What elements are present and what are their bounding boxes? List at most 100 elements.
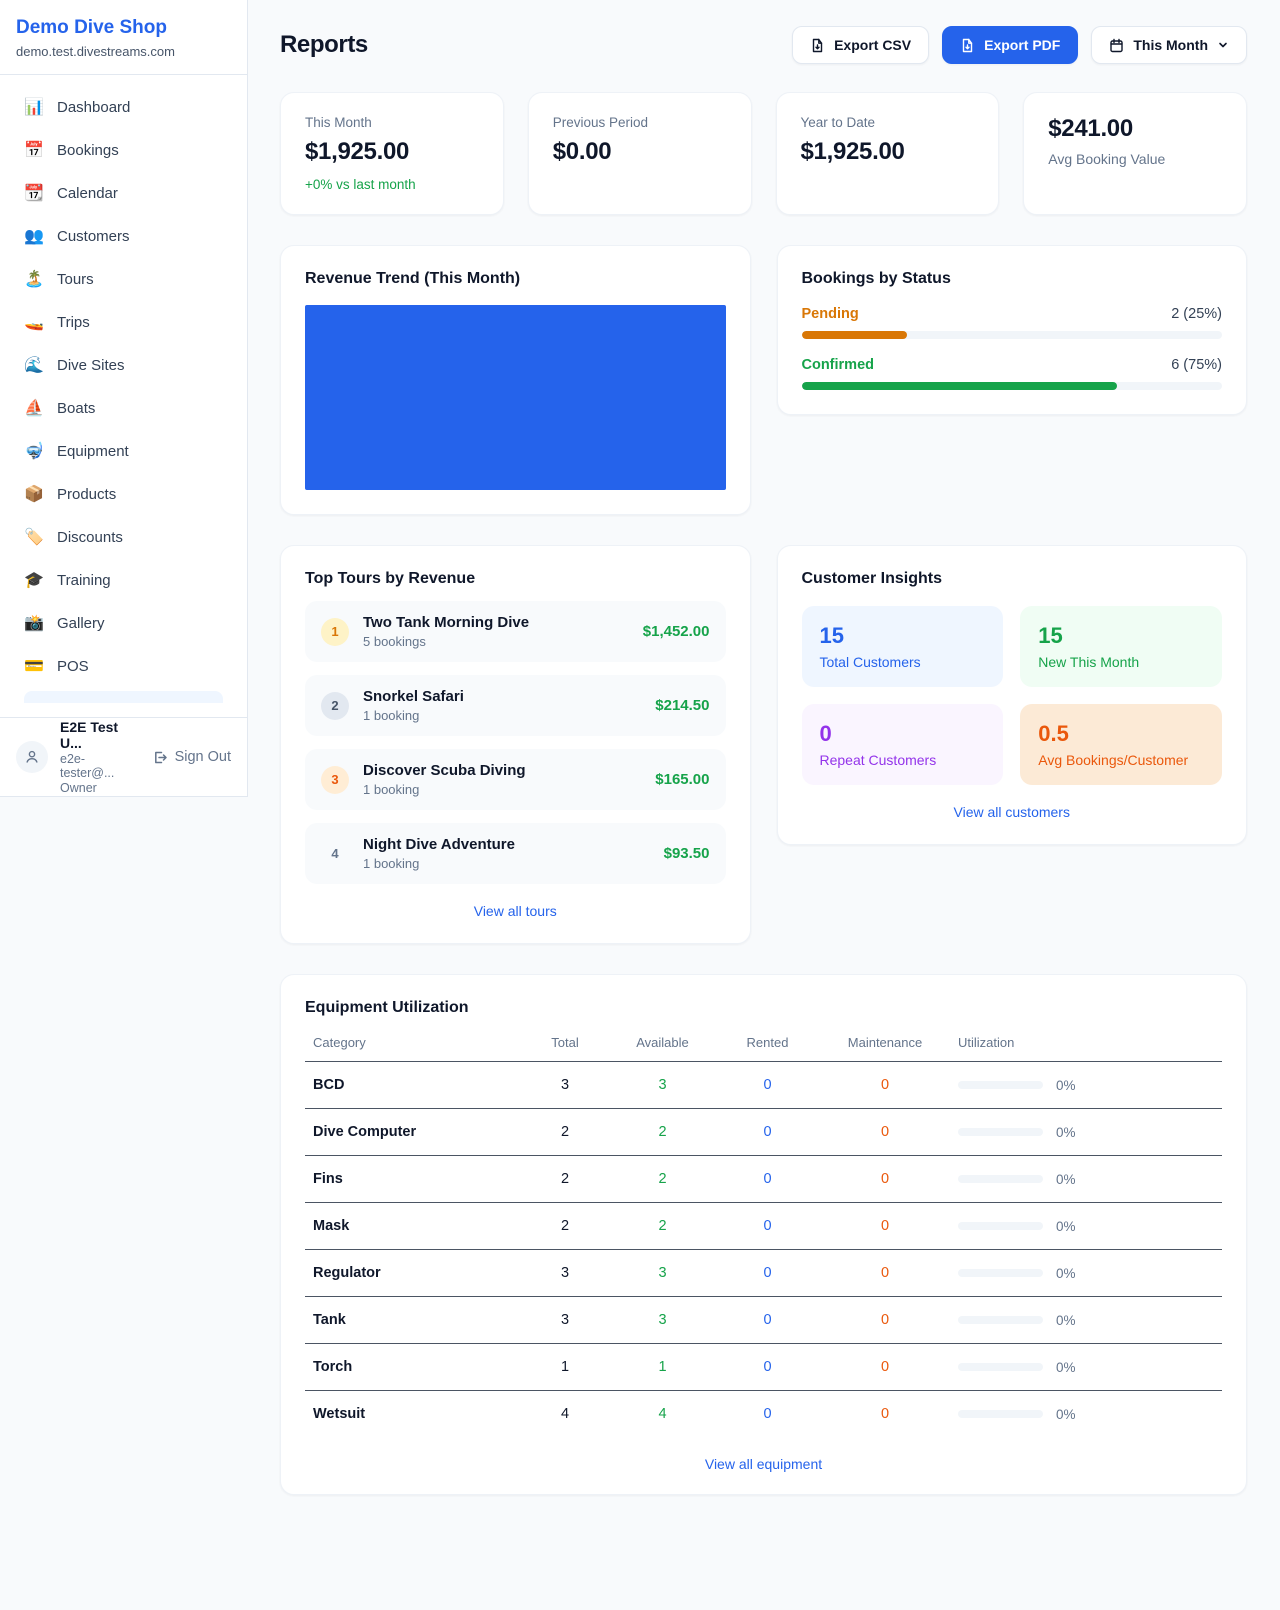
bookings-by-status-title: Bookings by Status — [801, 270, 951, 287]
gallery-icon: 📸 — [24, 615, 44, 632]
top-tours-title: Top Tours by Revenue — [305, 570, 476, 587]
sign-out-button[interactable]: Sign Out — [151, 749, 231, 766]
shop-title: Demo Dive Shop — [16, 17, 167, 38]
export-pdf-button[interactable]: Export PDF — [942, 26, 1079, 64]
cell-category: Regulator — [305, 1249, 520, 1297]
tour-bookings: 1 booking — [363, 856, 420, 871]
status-bar-fill — [801, 382, 1117, 390]
cell-rented: 0 — [715, 1108, 820, 1156]
tour-bookings: 5 bookings — [363, 634, 426, 649]
cell-available: 2 — [610, 1155, 715, 1203]
table-row: Tank 3 3 0 0 0% — [305, 1296, 1222, 1344]
sidebar-item-dive-sites[interactable]: 🌊 Dive Sites — [12, 347, 235, 383]
charts-row: Revenue Trend (This Month) Bookings by S… — [280, 245, 1247, 515]
view-all-equipment-link[interactable]: View all equipment — [704, 1456, 823, 1472]
utilization-percent: 0% — [1056, 1312, 1076, 1328]
sidebar-item-calendar[interactable]: 📆 Calendar — [12, 175, 235, 211]
sidebar-item-discounts[interactable]: 🏷️ Discounts — [12, 519, 235, 555]
stat-label: Avg Booking Value — [1048, 151, 1166, 167]
sidebar-item-trips[interactable]: 🚤 Trips — [12, 304, 235, 340]
insight-value: 0 — [819, 721, 832, 746]
tours-icon: 🏝️ — [24, 271, 44, 288]
sidebar-item-dashboard[interactable]: 📊 Dashboard — [12, 89, 235, 125]
cell-utilization: 0% — [950, 1343, 1222, 1391]
insight-label: New This Month — [1038, 654, 1140, 670]
dive-sites-icon: 🌊 — [24, 357, 44, 374]
sidebar-item-label: Trips — [57, 313, 90, 331]
page-title: Reports — [280, 31, 368, 58]
utilization-bar-track — [958, 1081, 1043, 1089]
sidebar-nav: 📊 Dashboard 📅 Bookings 📆 Calendar 👥 Customer… — [0, 75, 247, 703]
status-count: 6 (75%) — [1171, 357, 1222, 373]
cell-available: 3 — [610, 1296, 715, 1344]
export-csv-label: Export CSV — [834, 37, 912, 53]
sidebar-item-boats[interactable]: ⛵ Boats — [12, 390, 235, 426]
sidebar-item-products[interactable]: 📦 Products — [12, 476, 235, 512]
column-header-utilization: Utilization — [950, 1023, 1222, 1062]
cell-category: Tank — [305, 1296, 520, 1344]
equipment-utilization-title: Equipment Utilization — [305, 999, 469, 1016]
status-bar-track — [801, 331, 1222, 339]
cell-category: Wetsuit — [313, 1406, 366, 1422]
insight-new-this-month: 15 New This Month — [1020, 606, 1222, 687]
sidebar-item-equipment[interactable]: 🤿 Equipment — [12, 433, 235, 469]
revenue-trend-title: Revenue Trend (This Month) — [305, 270, 521, 287]
utilization-bar-track — [958, 1175, 1043, 1183]
insight-repeat-customers: 0 Repeat Customers — [801, 704, 1004, 785]
sidebar-item-bookings[interactable]: 📅 Bookings — [12, 132, 235, 168]
tour-row: 2 Snorkel Safari 1 booking $214.50 — [305, 675, 726, 736]
discounts-icon: 🏷️ — [24, 529, 44, 546]
user-name: E2E Test U... — [60, 719, 119, 751]
cell-rented: 0 — [763, 1406, 772, 1422]
cell-rented: 0 — [715, 1061, 820, 1109]
cell-category: Fins — [305, 1155, 520, 1203]
insight-label: Total Customers — [819, 654, 921, 670]
column-header-category: Category — [305, 1023, 520, 1062]
trips-icon: 🚤 — [24, 314, 44, 331]
cell-maintenance: 0 — [820, 1061, 950, 1109]
utilization-bar-track — [958, 1410, 1043, 1418]
export-csv-button[interactable]: Export CSV — [792, 26, 930, 64]
cell-total: 2 — [520, 1202, 610, 1250]
sidebar-item-tours[interactable]: 🏝️ Tours — [12, 261, 235, 297]
tour-name: Snorkel Safari — [363, 688, 464, 705]
cell-utilization: 0% — [950, 1296, 1222, 1344]
cell-total: 2 — [520, 1155, 610, 1203]
sidebar-item-label: Training — [57, 571, 111, 589]
cell-rented: 0 — [715, 1155, 820, 1203]
sidebar-item-label: Customers — [57, 227, 130, 245]
sidebar-item-label: Calendar — [57, 184, 118, 202]
cell-utilization: 0% — [950, 1061, 1222, 1109]
table-row: Regulator 3 3 0 0 0% — [305, 1249, 1222, 1297]
cell-maintenance: 0 — [820, 1202, 950, 1250]
view-all-tours-link[interactable]: View all tours — [473, 903, 557, 919]
sidebar-item-gallery[interactable]: 📸 Gallery — [12, 605, 235, 641]
sidebar-item-label: Discounts — [57, 528, 123, 546]
tour-revenue: $93.50 — [663, 845, 710, 862]
tour-name: Night Dive Adventure — [363, 836, 515, 853]
insight-value: 15 — [1038, 623, 1063, 648]
cell-utilization: 0% — [950, 1391, 1222, 1438]
sidebar-item-selected-clipped[interactable] — [24, 691, 223, 703]
stat-card-previous-period: Previous Period $0.00 — [527, 92, 752, 215]
cell-rented: 0 — [715, 1202, 820, 1250]
utilization-percent: 0% — [1056, 1359, 1076, 1375]
tour-row: 4 Night Dive Adventure 1 booking $93.50 — [305, 823, 726, 884]
column-header-available: Available — [610, 1023, 715, 1062]
period-dropdown[interactable]: This Month — [1091, 26, 1247, 64]
avatar — [16, 741, 48, 773]
tour-name: Two Tank Morning Dive — [363, 614, 530, 631]
stat-card-year-to-date: Year to Date $1,925.00 — [775, 92, 1000, 215]
sidebar-item-pos[interactable]: 💳 POS — [12, 648, 235, 684]
cell-category: BCD — [305, 1061, 520, 1109]
sidebar-item-customers[interactable]: 👥 Customers — [12, 218, 235, 254]
cell-maintenance: 0 — [820, 1296, 950, 1344]
view-all-customers-link[interactable]: View all customers — [953, 804, 1070, 820]
stat-label: This Month — [305, 115, 372, 130]
bookings-by-status-card: Bookings by Status Pending 2 (25%) Confi… — [776, 245, 1247, 415]
cell-rented: 0 — [715, 1343, 820, 1391]
cell-total: 1 — [520, 1343, 610, 1391]
sidebar-item-training[interactable]: 🎓 Training — [12, 562, 235, 598]
boats-icon: ⛵ — [24, 400, 44, 417]
tour-revenue: $165.00 — [655, 771, 710, 788]
